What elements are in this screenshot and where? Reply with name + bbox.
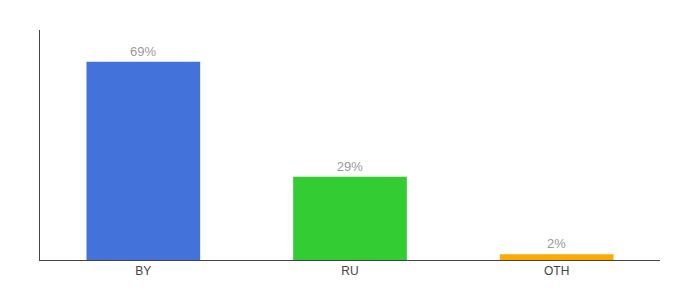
svg-text:RU: RU <box>341 264 358 278</box>
svg-text:OTH: OTH <box>544 264 569 278</box>
svg-text:29%: 29% <box>337 159 363 174</box>
svg-text:2%: 2% <box>547 236 566 251</box>
svg-text:69%: 69% <box>130 44 156 59</box>
svg-text:BY: BY <box>135 264 151 278</box>
